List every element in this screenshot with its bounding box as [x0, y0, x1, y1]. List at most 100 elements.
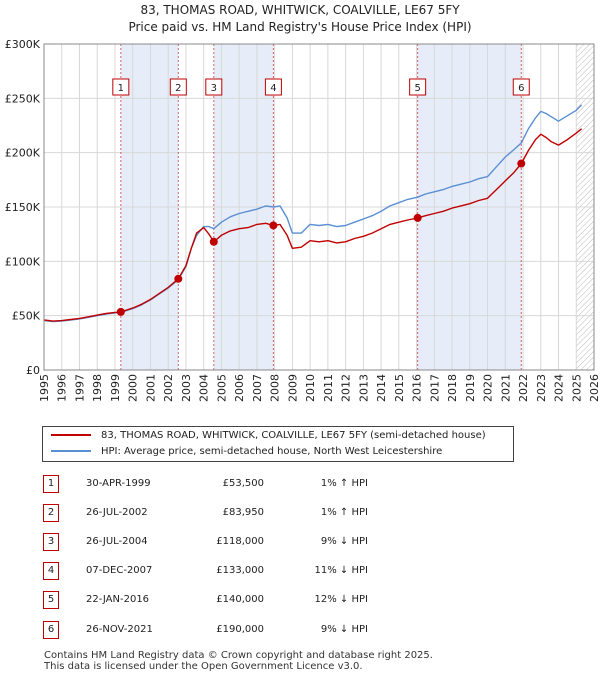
- transaction-date: 22-JAN-2016: [86, 594, 150, 605]
- x-tick-label: 2018: [446, 374, 459, 402]
- x-tick-label: 2004: [198, 374, 211, 402]
- transaction-price: £118,000: [216, 536, 264, 547]
- x-tick-label: 2007: [251, 374, 264, 402]
- footer-copyright: Contains HM Land Registry data © Crown c…: [44, 650, 433, 661]
- x-tick-label: 2011: [322, 374, 335, 402]
- y-tick-label: £50K: [12, 310, 41, 323]
- chart-title-address: 83, THOMAS ROAD, WHITWICK, COALVILLE, LE…: [140, 3, 460, 17]
- y-tick-label: £150K: [5, 201, 41, 214]
- x-tick-label: 2003: [180, 374, 193, 402]
- transaction-number-badge: 2: [43, 504, 59, 522]
- transaction-marker-label-2: 2: [175, 83, 181, 94]
- table-row: 1 30-APR-1999 £53,500 1% ↑ HPI: [0, 474, 600, 494]
- x-tick-label: 2013: [357, 374, 370, 402]
- transaction-point-4: [269, 221, 278, 230]
- transaction-price: £83,950: [222, 507, 264, 518]
- transaction-marker-box-2: [169, 78, 187, 96]
- transaction-point-6: [517, 159, 526, 168]
- chart-subtitle: Price paid vs. HM Land Registry's House …: [128, 20, 472, 34]
- transaction-hpi-diff: 12% ↓ HPI: [314, 594, 368, 605]
- transaction-date: 07-DEC-2007: [86, 565, 153, 576]
- transaction-number-badge: 1: [43, 475, 59, 493]
- x-tick-label: 2026: [588, 374, 600, 402]
- legend-label-hpi: HPI: Average price, semi-detached house,…: [101, 446, 443, 457]
- transaction-hpi-diff: 11% ↓ HPI: [314, 565, 368, 576]
- transaction-marker-box-3: [205, 78, 223, 96]
- transaction-marker-box-1: [112, 78, 130, 96]
- table-row: 2 26-JUL-2002 £83,950 1% ↑ HPI: [0, 503, 600, 523]
- transaction-marker-label-5: 5: [414, 83, 420, 94]
- legend-swatch-red: [51, 434, 91, 436]
- transaction-marker-box-6: [512, 78, 530, 96]
- transaction-marker-label-4: 4: [270, 83, 276, 94]
- transaction-hpi-diff: 9% ↓ HPI: [320, 624, 368, 635]
- transaction-date: 26-NOV-2021: [86, 624, 153, 635]
- x-tick-label: 2019: [464, 374, 477, 402]
- table-row: 6 26-NOV-2021 £190,000 9% ↓ HPI: [0, 620, 600, 640]
- x-tick-label: 2021: [499, 374, 512, 402]
- x-tick-label: 2017: [428, 374, 441, 402]
- table-row: 3 26-JUL-2004 £118,000 9% ↓ HPI: [0, 532, 600, 552]
- x-tick-label: 1997: [73, 374, 86, 402]
- y-tick-label: £200K: [5, 147, 41, 160]
- x-tick-label: 2022: [517, 374, 530, 402]
- chart-legend: 83, THOMAS ROAD, WHITWICK, COALVILLE, LE…: [42, 426, 514, 462]
- transaction-point-1: [116, 307, 125, 316]
- transaction-price: £133,000: [216, 565, 264, 576]
- x-tick-label: 2001: [144, 374, 157, 402]
- x-tick-label: 2005: [215, 374, 228, 402]
- transaction-hpi-diff: 1% ↑ HPI: [320, 507, 368, 518]
- transaction-price: £53,500: [222, 478, 264, 489]
- x-tick-label: 1998: [91, 374, 104, 402]
- transaction-point-5: [413, 213, 422, 222]
- transaction-number-badge: 6: [43, 621, 59, 639]
- footer-licence: This data is licensed under the Open Gov…: [44, 661, 363, 672]
- x-tick-label: 2012: [340, 374, 353, 402]
- price-chart: 1 2 3 4 5 6 £0 £50K £100K £150K £200K £250K £300K 19…: [5, 38, 600, 402]
- y-tick-label: £0: [26, 364, 40, 377]
- transaction-point-2: [174, 274, 183, 283]
- transaction-number-badge: 4: [43, 562, 59, 580]
- transaction-date: 26-JUL-2004: [86, 536, 148, 547]
- legend-entry-hpi: HPI: Average price, semi-detached house,…: [51, 444, 442, 460]
- transaction-price: £190,000: [216, 624, 264, 635]
- transaction-marker-label-1: 1: [118, 83, 124, 94]
- plot-frame: [43, 43, 595, 371]
- x-tick-label: 2008: [269, 374, 282, 402]
- x-tick-label: 2015: [393, 374, 406, 402]
- x-tick-label: 2014: [375, 374, 388, 402]
- x-tick-label: 1996: [56, 374, 69, 402]
- x-tick-label: 1995: [38, 374, 51, 402]
- transaction-number-badge: 3: [43, 533, 59, 551]
- x-tick-label: 2002: [162, 374, 175, 402]
- x-tick-label: 1999: [109, 374, 122, 402]
- x-tick-label: 2025: [570, 374, 583, 402]
- transaction-hpi-diff: 1% ↑ HPI: [320, 478, 368, 489]
- x-tick-label: 2010: [304, 374, 317, 402]
- x-tick-label: 2009: [286, 374, 299, 402]
- transaction-date: 26-JUL-2002: [86, 507, 148, 518]
- table-row: 4 07-DEC-2007 £133,000 11% ↓ HPI: [0, 561, 600, 581]
- transaction-date: 30-APR-1999: [86, 478, 151, 489]
- transaction-point-3: [209, 237, 218, 246]
- x-tick-label: 2020: [482, 374, 495, 402]
- x-tick-label: 2006: [233, 374, 246, 402]
- x-tick-label: 2024: [553, 374, 566, 402]
- transaction-price: £140,000: [216, 594, 264, 605]
- y-tick-label: £100K: [5, 255, 41, 268]
- x-tick-label: 2016: [411, 374, 424, 402]
- transaction-marker-box-5: [409, 78, 427, 96]
- y-tick-label: £250K: [5, 92, 41, 105]
- property-series-line: [43, 128, 583, 322]
- table-row: 5 22-JAN-2016 £140,000 12% ↓ HPI: [0, 590, 600, 610]
- transaction-marker-label-6: 6: [518, 83, 524, 94]
- y-tick-label: £300K: [5, 38, 41, 51]
- legend-entry-property: 83, THOMAS ROAD, WHITWICK, COALVILLE, LE…: [51, 428, 486, 444]
- transaction-number-badge: 5: [43, 591, 59, 609]
- legend-swatch-blue: [51, 450, 91, 452]
- transaction-hpi-diff: 9% ↓ HPI: [320, 536, 368, 547]
- legend-label-property: 83, THOMAS ROAD, WHITWICK, COALVILLE, LE…: [101, 430, 486, 441]
- transaction-marker-box-4: [264, 78, 282, 96]
- transaction-marker-label-3: 3: [211, 83, 217, 94]
- x-tick-label: 2000: [127, 374, 140, 402]
